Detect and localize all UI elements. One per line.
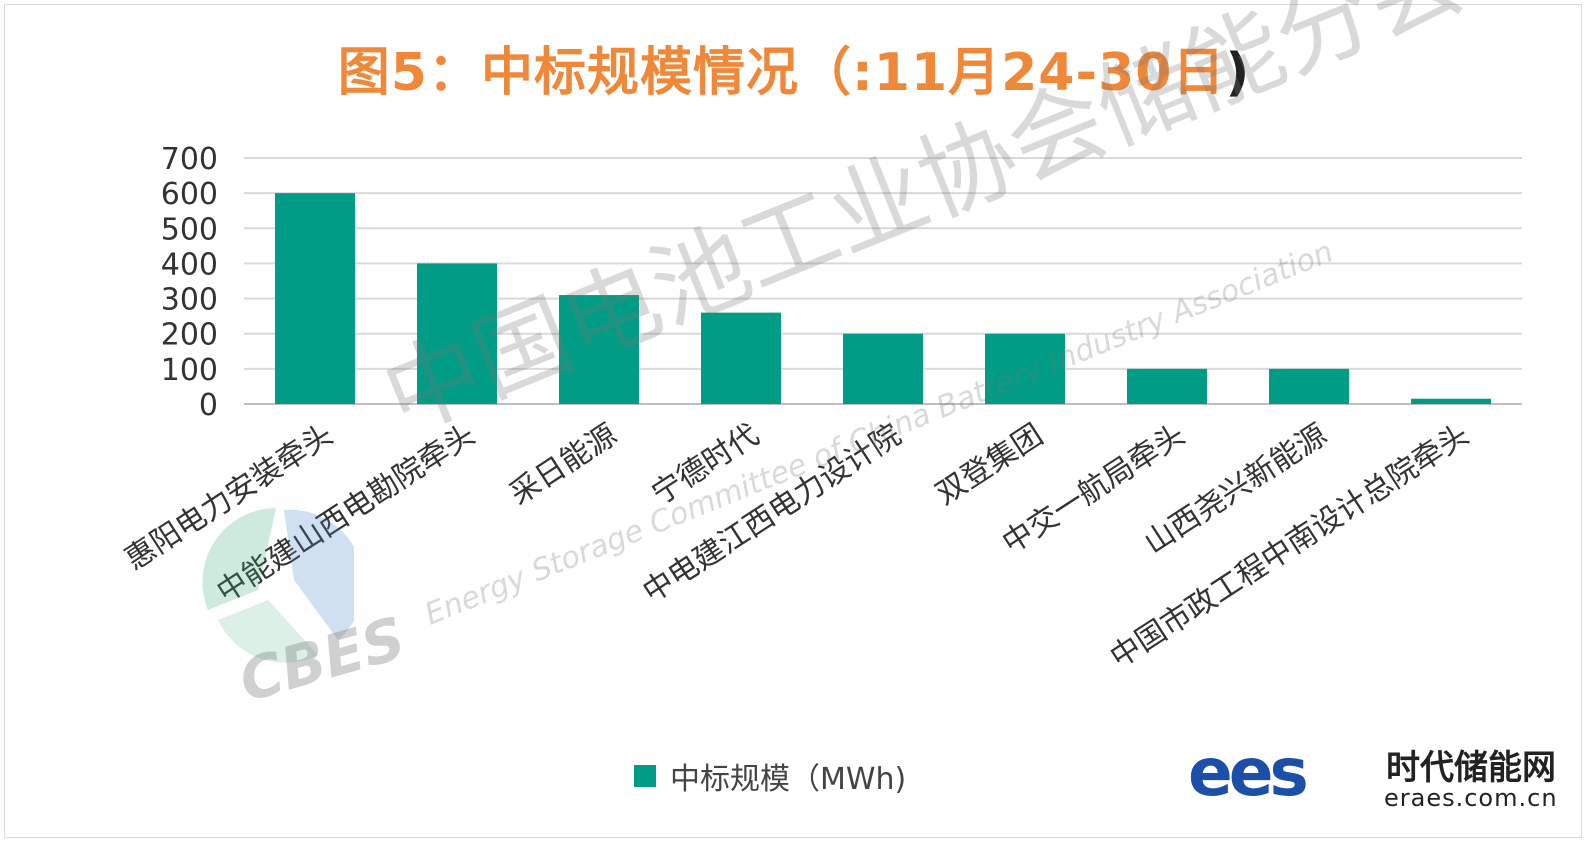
bar xyxy=(701,312,781,404)
bar xyxy=(985,333,1065,404)
brand-name: 时代储能网 xyxy=(1386,748,1556,788)
x-tick-label: 中电建江西电力设计院 xyxy=(637,417,908,610)
x-tick-label: 双登集团 xyxy=(930,417,1050,512)
chart-title: 图5：中标规模情况（:11月24-30日) xyxy=(0,30,1588,105)
y-tick-label: 0 xyxy=(199,388,218,423)
legend-label: 中标规模（MWh) xyxy=(670,762,907,797)
bar xyxy=(275,193,355,404)
legend-swatch xyxy=(634,765,656,787)
bar xyxy=(1411,398,1491,404)
x-tick-label: 采日能源 xyxy=(504,417,624,512)
y-tick-label: 300 xyxy=(161,283,218,318)
bar xyxy=(417,263,497,404)
y-tick-label: 100 xyxy=(161,353,218,388)
y-tick-label: 600 xyxy=(161,177,218,212)
chart-frame xyxy=(4,4,1582,838)
legend: 中标规模（MWh) xyxy=(634,754,906,798)
brand-url: eraes.com.cn xyxy=(1384,784,1558,812)
bar xyxy=(843,333,923,404)
bar xyxy=(1269,368,1349,404)
chart-title-close: ) xyxy=(1225,43,1251,103)
bar xyxy=(559,295,639,404)
chart-title-text: 图5：中标规模情况（:11月24-30日 xyxy=(337,43,1226,103)
brand-block: ees 时代储能网 eraes.com.cn xyxy=(1188,734,1568,813)
y-tick-label: 200 xyxy=(161,318,218,353)
x-tick-label: 宁德时代 xyxy=(646,417,766,512)
bar xyxy=(1127,368,1207,404)
x-tick-label: 中能建山西电勘院牵头 xyxy=(211,417,482,610)
ees-logo: ees xyxy=(1188,734,1309,811)
y-tick-label: 700 xyxy=(161,142,218,177)
y-tick-label: 400 xyxy=(161,247,218,282)
y-tick-label: 500 xyxy=(161,212,218,247)
